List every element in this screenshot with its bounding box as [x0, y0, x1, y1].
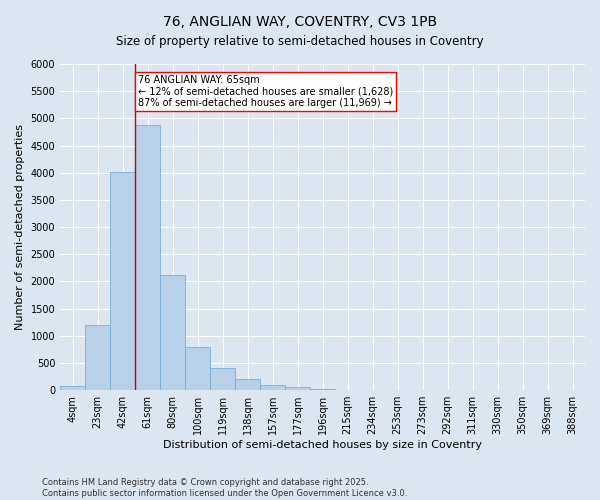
Text: 76 ANGLIAN WAY: 65sqm
← 12% of semi-detached houses are smaller (1,628)
87% of s: 76 ANGLIAN WAY: 65sqm ← 12% of semi-deta… [137, 75, 393, 108]
X-axis label: Distribution of semi-detached houses by size in Coventry: Distribution of semi-detached houses by … [163, 440, 482, 450]
Text: Contains HM Land Registry data © Crown copyright and database right 2025.
Contai: Contains HM Land Registry data © Crown c… [42, 478, 407, 498]
Bar [160, 276, 185, 390]
Bar [85, 325, 110, 390]
Bar [185, 346, 210, 390]
Bar [260, 385, 285, 390]
Bar [210, 368, 235, 390]
Bar [135, 126, 160, 390]
Bar [110, 172, 135, 390]
Text: 76, ANGLIAN WAY, COVENTRY, CV3 1PB: 76, ANGLIAN WAY, COVENTRY, CV3 1PB [163, 15, 437, 29]
Bar [285, 387, 310, 390]
Bar [60, 386, 85, 390]
Text: Size of property relative to semi-detached houses in Coventry: Size of property relative to semi-detach… [116, 35, 484, 48]
Bar [310, 388, 335, 390]
Y-axis label: Number of semi-detached properties: Number of semi-detached properties [15, 124, 25, 330]
Bar [235, 380, 260, 390]
